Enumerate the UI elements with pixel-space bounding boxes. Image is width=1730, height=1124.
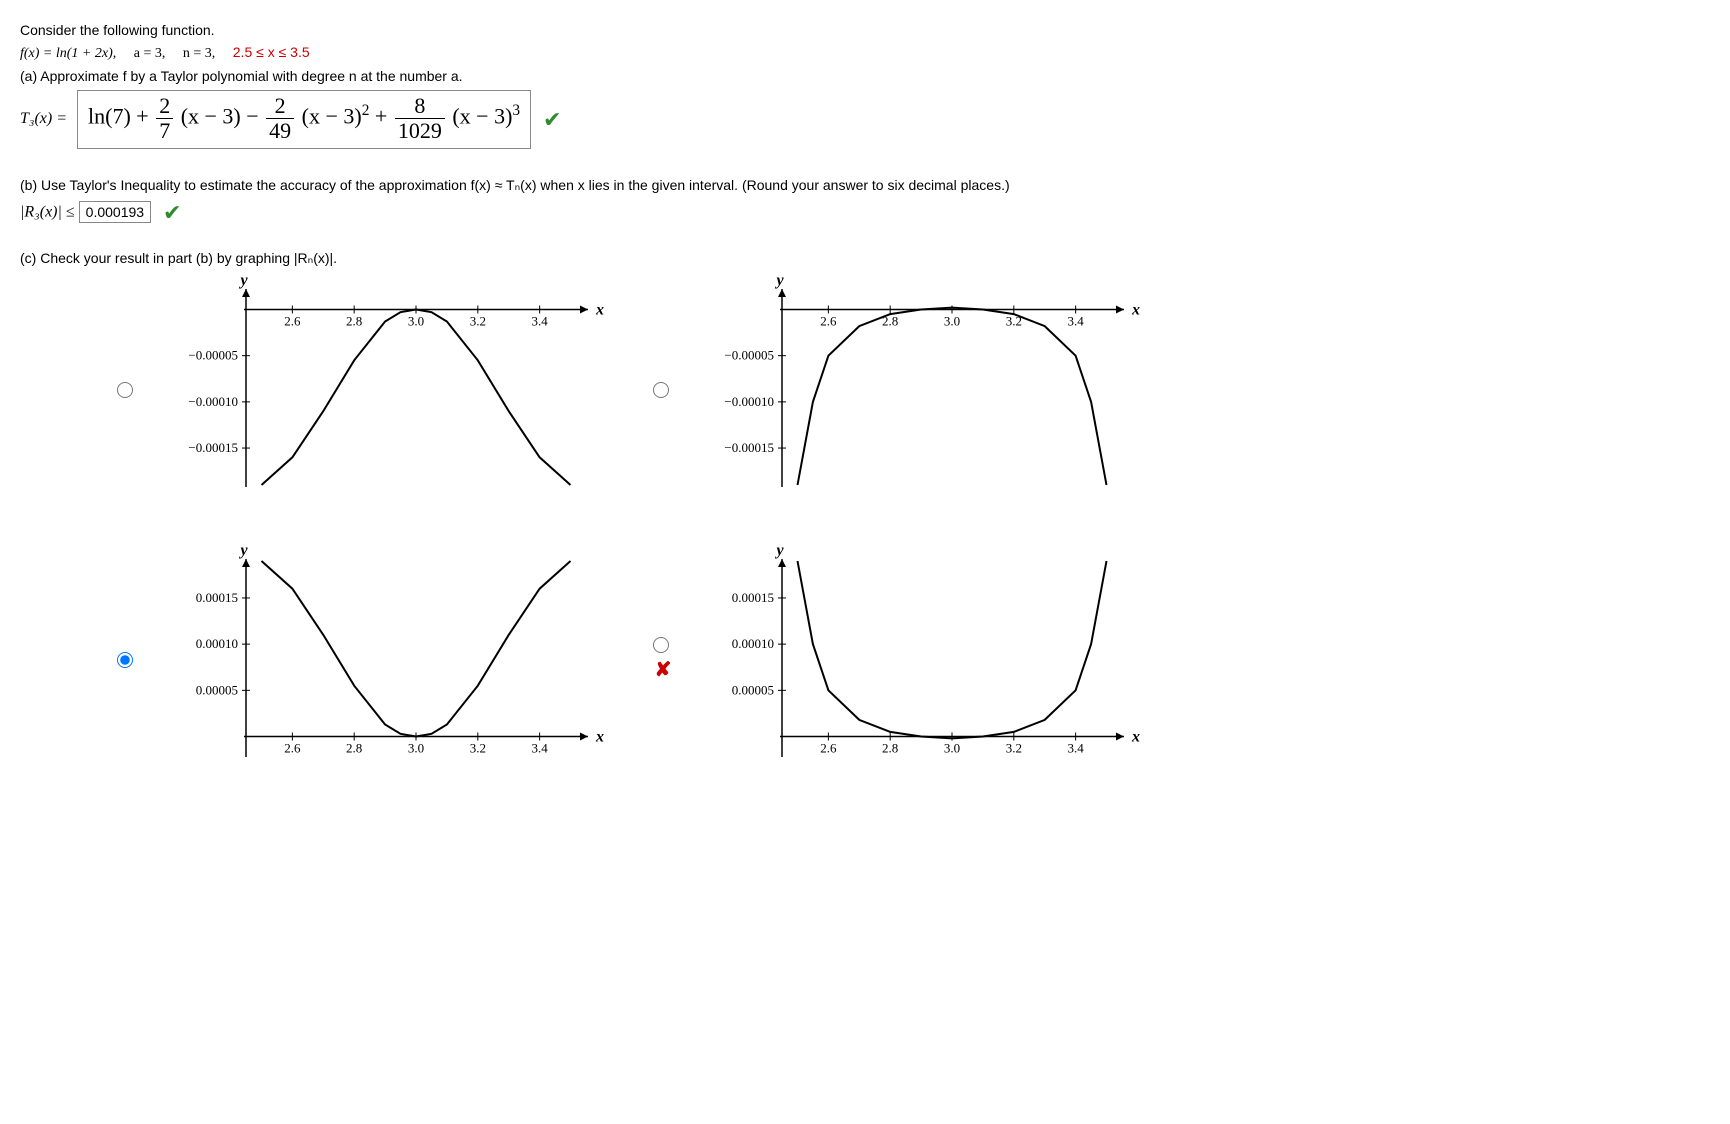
svg-text:3.2: 3.2 bbox=[1006, 741, 1022, 756]
cross-icon: ✘ bbox=[655, 657, 672, 682]
a-value: a = 3, bbox=[134, 46, 166, 61]
check-icon: ✔ bbox=[163, 200, 181, 225]
svg-text:2.6: 2.6 bbox=[820, 313, 837, 328]
svg-text:0.00005: 0.00005 bbox=[196, 682, 238, 697]
svg-text:0.00010: 0.00010 bbox=[732, 636, 774, 651]
n-value: n = 3, bbox=[183, 46, 215, 61]
plot-option-a: y x 2.6 2.8 3.0 3.2 3.4 −0.00005 −0.00010 −0.0001… bbox=[110, 273, 606, 503]
function-spec: f(x) = ln(1 + 2x), a = 3, n = 3, 2.5 ≤ x… bbox=[20, 44, 1710, 62]
svg-text:0.00015: 0.00015 bbox=[732, 590, 774, 605]
svg-text:−0.00010: −0.00010 bbox=[188, 394, 238, 409]
plot-row-2: y x 2.6 2.8 3.0 3.2 3.4 0.00005 0.00010 0.00015 ✘… bbox=[110, 543, 1710, 773]
t3-frac-2: 2 49 bbox=[266, 95, 294, 142]
svg-text:−0.00005: −0.00005 bbox=[724, 348, 774, 363]
plot-option-c: y x 2.6 2.8 3.0 3.2 3.4 0.00005 0.00010 0.00015 bbox=[110, 543, 606, 773]
svg-text:3.4: 3.4 bbox=[1068, 741, 1085, 756]
svg-text:0.00015: 0.00015 bbox=[196, 590, 238, 605]
t3-pow3: 3 bbox=[512, 102, 520, 119]
svg-text:0.00010: 0.00010 bbox=[196, 636, 238, 651]
check-icon: ✔ bbox=[543, 107, 561, 132]
intro-text: Consider the following function. bbox=[20, 22, 1710, 38]
t3-answer-box[interactable]: ln(7) + 2 7 (x − 3) − 2 49 (x − 3)2 + 8 … bbox=[77, 90, 531, 149]
svg-text:−0.00010: −0.00010 bbox=[724, 394, 774, 409]
svg-text:3.0: 3.0 bbox=[944, 741, 960, 756]
t3-frac-1: 2 7 bbox=[156, 95, 173, 142]
plot-b-svg: yx2.62.83.03.23.4−0.00005−0.00010−0.0001… bbox=[682, 273, 1142, 503]
plot-a-svg: y x 2.6 2.8 3.0 3.2 3.4 −0.00005 −0.00010 −0.0001… bbox=[146, 273, 606, 503]
svg-text:y: y bbox=[238, 543, 248, 559]
t3-lhs-label: T₃(x) = bbox=[20, 110, 71, 127]
svg-text:2.8: 2.8 bbox=[882, 741, 898, 756]
svg-text:x: x bbox=[595, 301, 604, 318]
r3-lhs-label: |R₃(x)| ≤ bbox=[20, 204, 79, 221]
t3-term1-rest: (x − 3) − bbox=[181, 104, 264, 129]
t3-term2-rest: (x − 3) bbox=[302, 104, 362, 129]
svg-text:y: y bbox=[774, 273, 784, 289]
svg-text:y: y bbox=[238, 273, 248, 289]
svg-text:2.6: 2.6 bbox=[284, 741, 301, 756]
svg-text:0.00005: 0.00005 bbox=[732, 682, 774, 697]
part-a-prompt: (a) Approximate f by a Taylor polynomial… bbox=[20, 68, 1710, 84]
svg-text:2.6: 2.6 bbox=[820, 741, 837, 756]
plot-option-d: ✘ y x 2.6 2.8 3.0 3.2 3.4 0.00005 0.00010 0.00015 bbox=[646, 543, 1142, 773]
radio-option-d[interactable] bbox=[653, 637, 669, 653]
svg-text:3.0: 3.0 bbox=[408, 741, 424, 756]
svg-text:3.2: 3.2 bbox=[470, 313, 486, 328]
radio-option-a[interactable] bbox=[117, 382, 133, 398]
svg-text:3.0: 3.0 bbox=[408, 313, 424, 328]
svg-text:−0.00015: −0.00015 bbox=[188, 440, 238, 455]
svg-text:3.4: 3.4 bbox=[532, 741, 549, 756]
part-a-answer-row: T₃(x) = ln(7) + 2 7 (x − 3) − 2 49 (x − … bbox=[20, 90, 1710, 149]
plot-option-b: yx2.62.83.03.23.4−0.00005−0.00010−0.0001… bbox=[646, 273, 1142, 503]
t3-prefix: ln(7) + bbox=[88, 104, 154, 129]
part-b-prompt: (b) Use Taylor's Inequality to estimate … bbox=[20, 177, 1710, 194]
svg-text:3.0: 3.0 bbox=[944, 313, 960, 328]
svg-text:3.4: 3.4 bbox=[532, 313, 549, 328]
fx-expr: f(x) = ln(1 + 2x), bbox=[20, 46, 116, 61]
svg-text:2.6: 2.6 bbox=[284, 313, 301, 328]
t3-term3-rest: (x − 3) bbox=[452, 104, 512, 129]
plot-c-svg: y x 2.6 2.8 3.0 3.2 3.4 0.00005 0.00010 0.00015 bbox=[146, 543, 606, 773]
plot-d-svg: y x 2.6 2.8 3.0 3.2 3.4 0.00005 0.00010 0.00015 bbox=[682, 543, 1142, 773]
t3-frac-3: 8 1029 bbox=[395, 95, 445, 142]
part-c-prompt: (c) Check your result in part (b) by gra… bbox=[20, 250, 1710, 267]
plot-row-1: y x 2.6 2.8 3.0 3.2 3.4 −0.00005 −0.00010 −0.0001… bbox=[110, 273, 1710, 503]
t3-plus: + bbox=[375, 104, 393, 129]
svg-text:y: y bbox=[774, 543, 784, 559]
svg-text:x: x bbox=[595, 729, 604, 746]
svg-text:3.2: 3.2 bbox=[470, 741, 486, 756]
part-b-answer-row: |R₃(x)| ≤ 0.000193 ✔ bbox=[20, 200, 1710, 226]
svg-text:x: x bbox=[1131, 729, 1140, 746]
domain-interval: 2.5 ≤ x ≤ 3.5 bbox=[233, 44, 310, 60]
t3-pow2: 2 bbox=[362, 102, 370, 119]
radio-option-b[interactable] bbox=[653, 382, 669, 398]
svg-text:2.8: 2.8 bbox=[346, 313, 362, 328]
svg-text:−0.00005: −0.00005 bbox=[188, 348, 238, 363]
svg-text:2.8: 2.8 bbox=[346, 741, 362, 756]
r3-answer-box[interactable]: 0.000193 bbox=[79, 201, 151, 223]
svg-text:x: x bbox=[1131, 301, 1140, 318]
radio-option-c[interactable] bbox=[117, 652, 133, 668]
svg-text:3.4: 3.4 bbox=[1068, 313, 1085, 328]
svg-text:−0.00015: −0.00015 bbox=[724, 440, 774, 455]
